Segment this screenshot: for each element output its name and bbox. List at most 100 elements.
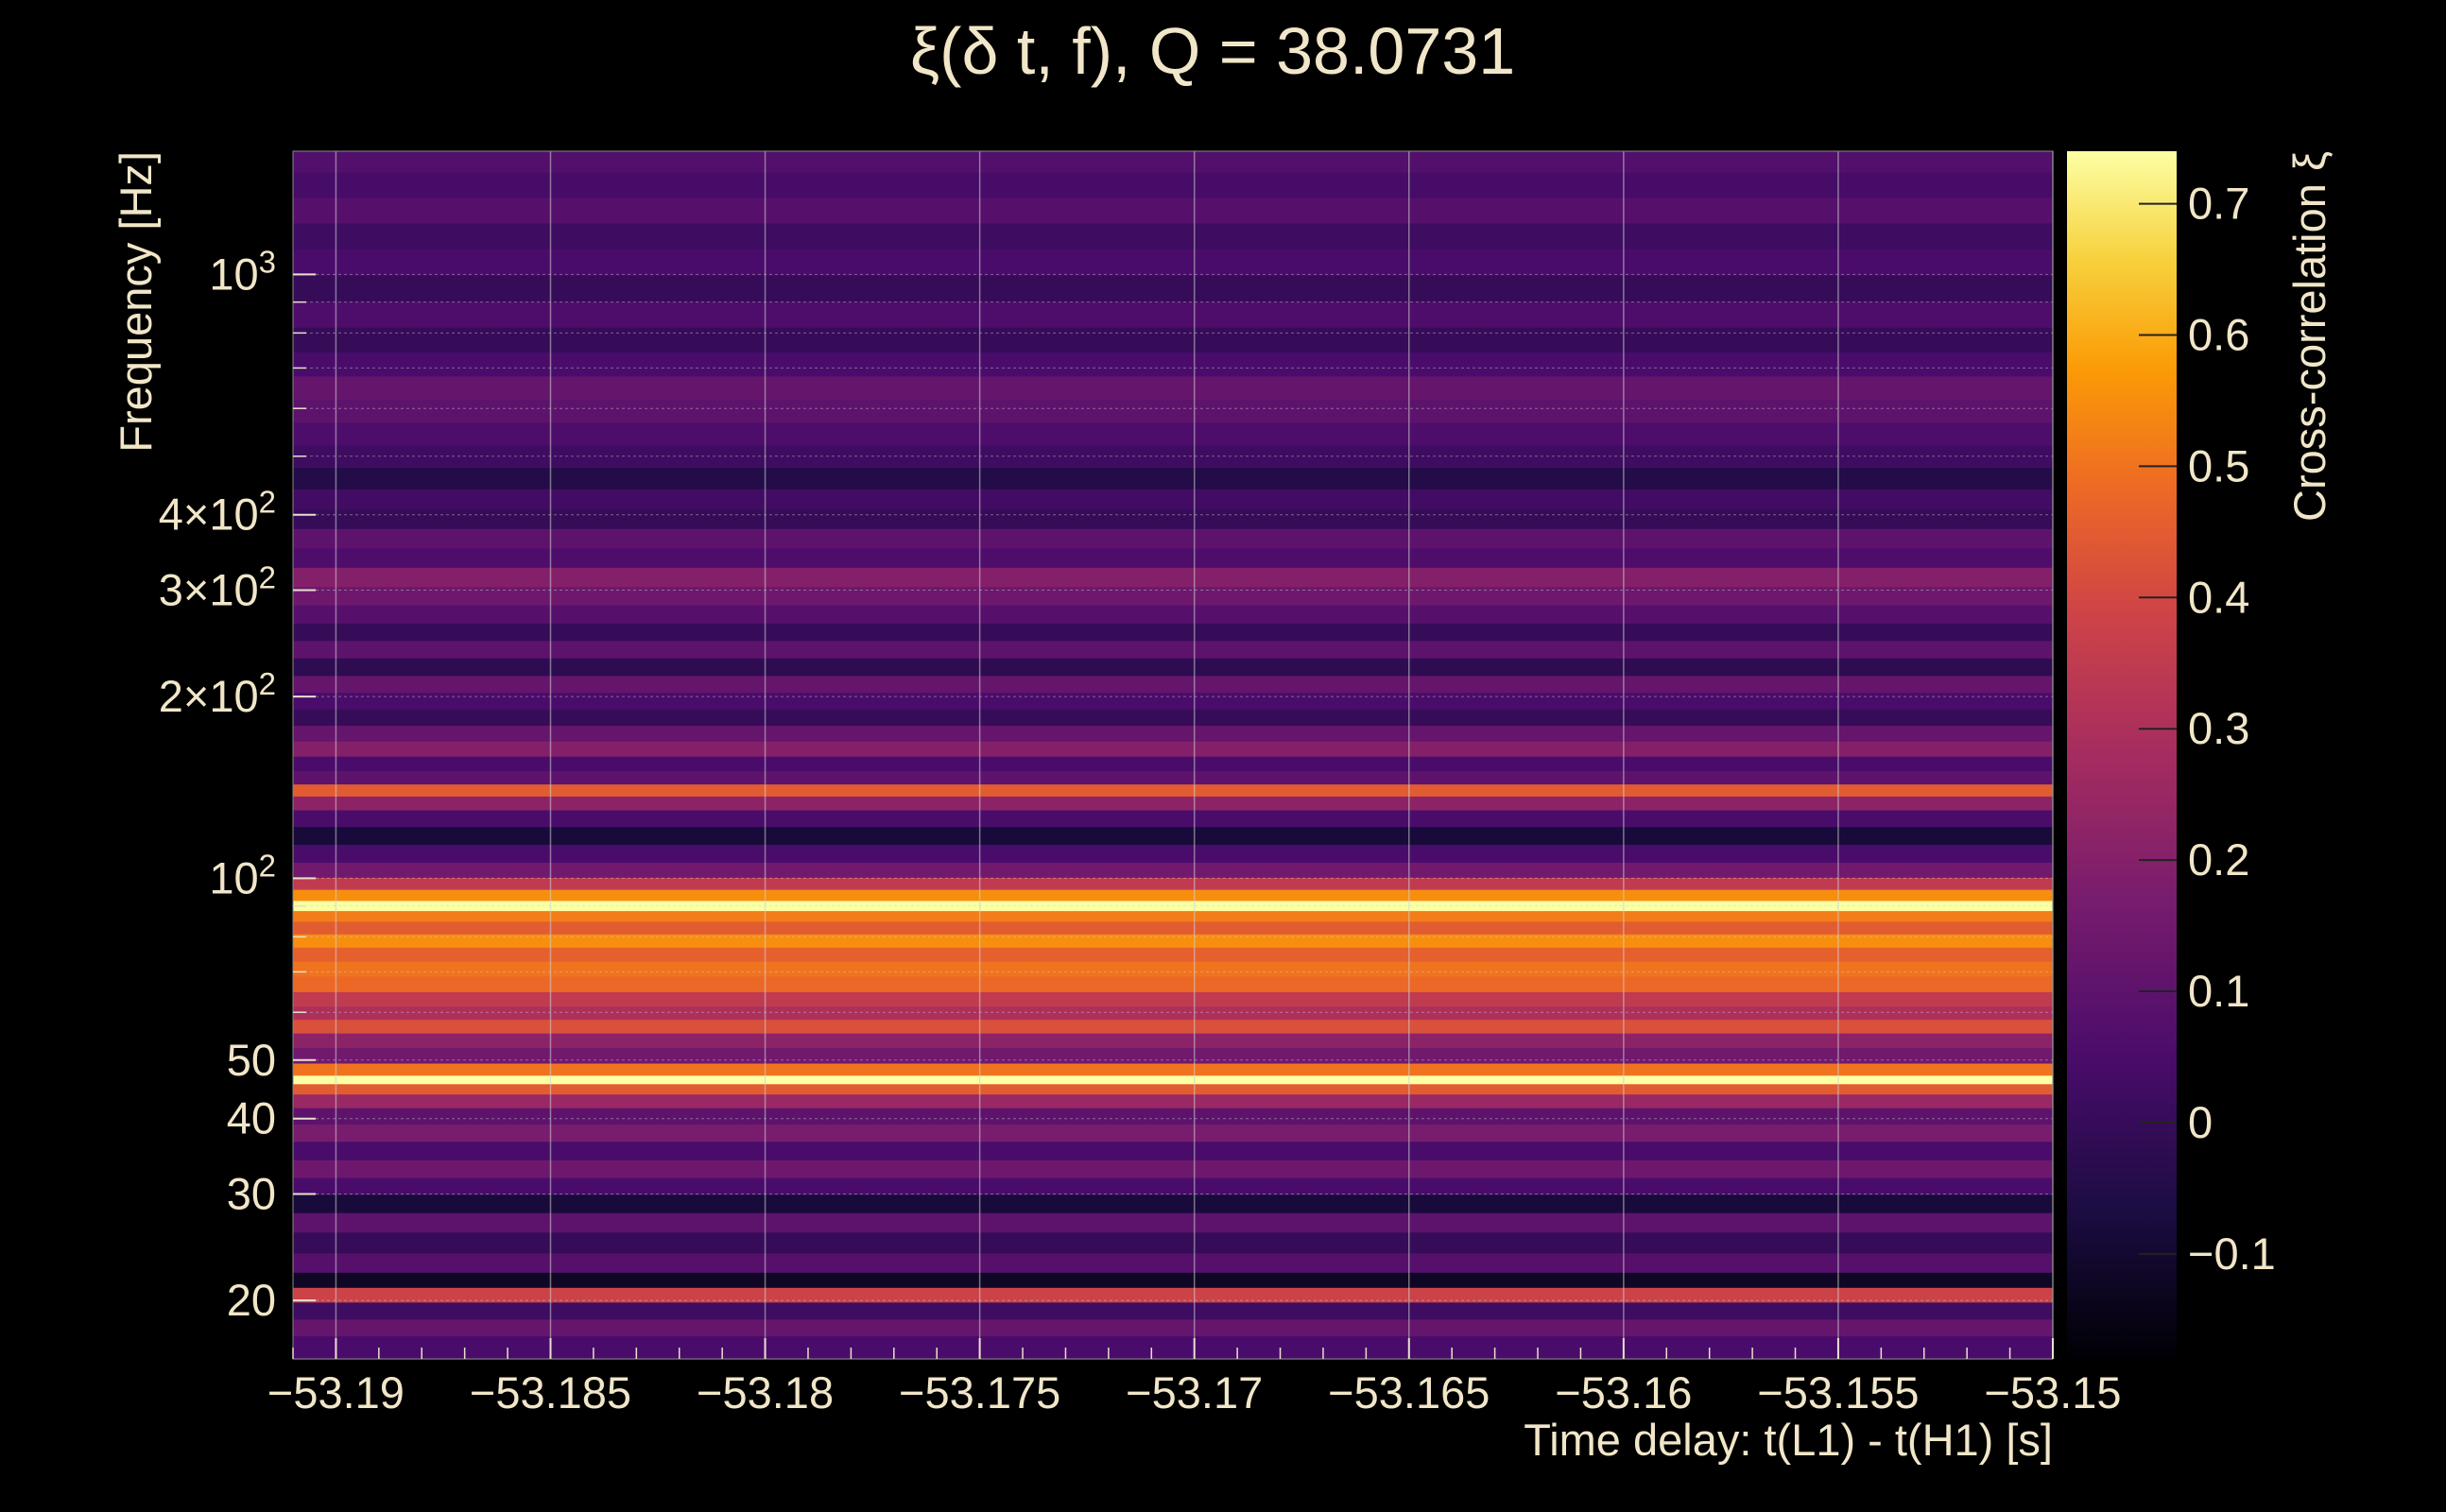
- y-tick-label: 102: [209, 848, 276, 902]
- heatmap-band: [293, 1160, 2053, 1178]
- heatmap-band: [293, 151, 2053, 173]
- heatmap-band: [293, 623, 2053, 642]
- colorbar-tick-label: 0.1: [2188, 966, 2249, 1016]
- x-tick-label: −53.17: [1126, 1367, 1263, 1418]
- heatmap-band: [293, 770, 2053, 785]
- colorbar: [2067, 151, 2177, 1359]
- y-tick-label: 50: [227, 1035, 276, 1085]
- heatmap-band: [293, 796, 2053, 811]
- colorbar-tick-label: 0.7: [2188, 179, 2249, 229]
- heatmap-band: [293, 222, 2053, 249]
- heatmap-band: [293, 658, 2053, 677]
- heatmap-band: [293, 1141, 2053, 1160]
- colorbar-tick-label: 0.5: [2188, 440, 2249, 490]
- heatmap-band: [293, 1093, 2053, 1108]
- x-tick-label: −53.18: [697, 1367, 834, 1418]
- heatmap-band: [293, 783, 2053, 797]
- heatmap-band: [293, 1074, 2053, 1085]
- heatmap-band: [293, 640, 2053, 659]
- heatmap-band: [293, 1047, 2053, 1064]
- heatmap-band: [293, 756, 2053, 771]
- heatmap-band: [293, 1272, 2053, 1288]
- heatmap-band: [293, 508, 2053, 529]
- heatmap-band: [293, 947, 2053, 962]
- heatmap-band: [293, 567, 2053, 587]
- heatmap-band: [293, 604, 2053, 624]
- heatmap-band: [293, 934, 2053, 948]
- heatmap-band: [293, 1252, 2053, 1273]
- heatmap-bands: [293, 151, 2053, 1360]
- x-axis-label: Time delay: t(L1) - t(H1) [s]: [1524, 1415, 2053, 1465]
- heatmap-band: [293, 975, 2053, 992]
- heatmap-band: [293, 1083, 2053, 1095]
- heatmap-band: [293, 709, 2053, 726]
- heatmap-band: [293, 249, 2053, 276]
- heatmap-band: [293, 1211, 2053, 1233]
- x-tick-label: −53.185: [470, 1367, 631, 1418]
- x-tick-label: −53.175: [899, 1367, 1060, 1418]
- chart-title: ξ(δ t, f), Q = 38.0731: [910, 14, 1515, 88]
- heatmap-band: [293, 844, 2053, 863]
- y-tick-label: 2×102: [159, 666, 276, 721]
- heatmap-band: [293, 826, 2053, 845]
- heatmap-band: [293, 547, 2053, 568]
- heatmap-band: [293, 1287, 2053, 1303]
- heatmap-band: [293, 326, 2053, 353]
- heatmap-band: [293, 488, 2053, 510]
- heatmap-band: [293, 1019, 2053, 1034]
- colorbar-ticks: −0.1 0 0.1 0.2 0.3 0.4 0.5 0.6 0.7: [2139, 179, 2276, 1279]
- y-tick-label: 20: [227, 1275, 276, 1325]
- heatmap-band: [293, 421, 2053, 446]
- heatmap-band: [293, 920, 2053, 935]
- heatmap-band: [293, 1032, 2053, 1049]
- colorbar-tick-label: 0: [2188, 1097, 2213, 1147]
- heatmap-band: [293, 910, 2053, 922]
- heatmap-band: [293, 675, 2053, 694]
- y-axis-ticks: 20 30 40 50 102 2×102 3×102 4×102 103: [159, 244, 316, 1325]
- heatmap-band: [293, 1108, 2053, 1125]
- heatmap-band: [293, 352, 2053, 377]
- heatmap-band: [293, 1194, 2053, 1213]
- heatmap-band: [293, 274, 2053, 302]
- heatmap-band: [293, 725, 2053, 742]
- colorbar-tick-label: 0.2: [2188, 834, 2249, 885]
- heatmap-band: [293, 862, 2053, 878]
- heatmap-band: [293, 467, 2053, 490]
- heatmap-band: [293, 586, 2053, 606]
- heatmap-band: [293, 528, 2053, 549]
- colorbar-label: Cross-correlation ξ: [2284, 151, 2334, 522]
- y-tick-label: 4×102: [159, 485, 276, 540]
- heatmap-band: [293, 1124, 2053, 1143]
- heatmap-band: [293, 960, 2053, 977]
- heatmap-band: [293, 740, 2053, 757]
- colorbar-tick-label: 0.6: [2188, 309, 2249, 359]
- heatmap-band: [293, 1335, 2053, 1360]
- y-axis-label: Frequency [Hz]: [111, 151, 161, 453]
- heatmap-band: [293, 692, 2053, 710]
- y-tick-label: 3×102: [159, 560, 276, 615]
- heatmap-band: [293, 1231, 2053, 1254]
- heatmap-band: [293, 1005, 2053, 1021]
- heatmap-band: [293, 375, 2053, 400]
- heatmap-band: [293, 991, 2053, 1007]
- heatmap-band: [293, 1177, 2053, 1195]
- x-tick-label: −53.165: [1328, 1367, 1490, 1418]
- heatmap-band: [293, 877, 2053, 890]
- y-tick-label: 40: [227, 1093, 276, 1143]
- heatmap-band: [293, 301, 2053, 328]
- heatmap-band: [293, 444, 2053, 469]
- colorbar-tick-label: −0.1: [2188, 1228, 2276, 1279]
- heatmap-band: [293, 197, 2053, 224]
- x-tick-label: −53.19: [267, 1367, 405, 1418]
- heatmap-band: [293, 888, 2053, 902]
- heatmap-band: [293, 399, 2053, 423]
- heatmap-band: [293, 900, 2053, 912]
- heatmap-band: [293, 809, 2053, 828]
- x-axis-ticks: −53.19 −53.185 −53.18 −53.175 −53.17 −53.165 −…: [267, 1338, 2122, 1418]
- x-tick-label: −53.155: [1757, 1367, 1919, 1418]
- y-tick-label: 103: [209, 244, 276, 299]
- plot-frame: [292, 150, 2054, 1360]
- colorbar-tick-label: 0.4: [2188, 572, 2249, 622]
- heatmap-band: [293, 1318, 2053, 1336]
